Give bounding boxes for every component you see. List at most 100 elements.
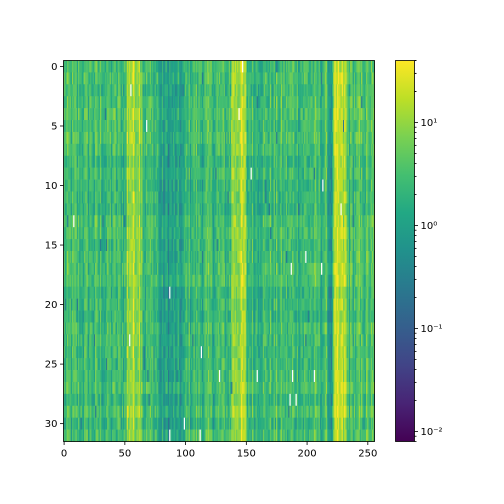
heatmap-cell bbox=[238, 84, 240, 97]
heatmap-cell bbox=[302, 120, 305, 133]
heatmap-cell bbox=[113, 251, 115, 264]
heatmap-cell bbox=[98, 72, 101, 85]
heatmap-cell bbox=[285, 108, 288, 121]
heatmap-cell bbox=[210, 251, 213, 264]
heatmap-cell bbox=[102, 143, 104, 157]
heatmap-cell bbox=[101, 72, 103, 85]
heatmap-cell bbox=[104, 215, 107, 228]
heatmap-cell bbox=[203, 131, 205, 145]
heatmap-cell bbox=[125, 108, 127, 121]
heatmap-cell bbox=[265, 131, 267, 145]
heatmap-cell bbox=[305, 155, 307, 168]
heatmap-cell bbox=[136, 60, 138, 73]
heatmap-cell bbox=[364, 251, 367, 264]
heatmap-cell bbox=[274, 227, 277, 240]
heatmap-cell bbox=[265, 262, 267, 276]
heatmap-cell bbox=[204, 84, 206, 97]
heatmap-cell bbox=[294, 143, 296, 157]
heatmap-cell bbox=[361, 227, 363, 240]
heatmap-cell bbox=[246, 60, 249, 73]
heatmap-cell bbox=[240, 131, 243, 145]
heatmap-cell bbox=[138, 143, 141, 157]
heatmap-cell bbox=[171, 131, 174, 145]
heatmap-cell bbox=[194, 155, 197, 168]
heatmap-cell bbox=[95, 251, 97, 264]
heatmap-cell bbox=[228, 143, 231, 157]
heatmap-cell bbox=[300, 131, 302, 145]
heatmap-cell bbox=[283, 96, 285, 109]
heatmap-cell bbox=[176, 72, 178, 85]
heatmap-cell bbox=[127, 108, 130, 121]
heatmap-cell bbox=[81, 262, 84, 276]
heatmap-cell bbox=[64, 179, 67, 192]
heatmap-cell bbox=[178, 60, 181, 73]
heatmap-cell bbox=[93, 84, 96, 97]
heatmap-cell bbox=[85, 167, 87, 180]
heatmap-cell bbox=[370, 84, 373, 97]
heatmap-cell bbox=[199, 203, 202, 216]
heatmap-cell bbox=[183, 286, 186, 299]
heatmap-cell bbox=[146, 96, 148, 109]
heatmap-cell bbox=[137, 120, 140, 133]
heatmap-cell bbox=[308, 179, 311, 192]
heatmap-cell bbox=[143, 274, 146, 288]
heatmap-cell bbox=[171, 167, 174, 180]
heatmap-cell bbox=[86, 167, 89, 180]
heatmap-cell bbox=[181, 72, 183, 85]
heatmap-cell bbox=[121, 215, 124, 228]
heatmap-cell bbox=[340, 96, 342, 109]
heatmap-cell bbox=[144, 60, 147, 73]
heatmap-cell bbox=[243, 155, 245, 168]
heatmap-cell bbox=[169, 120, 171, 133]
heatmap-cell bbox=[206, 262, 209, 276]
heatmap-cell bbox=[244, 72, 247, 85]
heatmap-cell bbox=[348, 60, 351, 73]
heatmap-cell bbox=[210, 274, 213, 288]
heatmap-cell bbox=[250, 262, 253, 276]
heatmap-cell bbox=[342, 108, 345, 121]
heatmap-cell bbox=[329, 274, 332, 288]
heatmap-cell bbox=[176, 251, 178, 264]
heatmap-cell bbox=[271, 274, 273, 288]
heatmap-cell bbox=[288, 108, 290, 121]
heatmap-cell bbox=[341, 108, 344, 121]
heatmap-cell bbox=[199, 143, 202, 157]
heatmap-cell bbox=[159, 227, 161, 240]
heatmap-cell bbox=[215, 191, 217, 204]
heatmap-cell bbox=[246, 96, 249, 109]
heatmap-cell bbox=[319, 179, 322, 192]
heatmap-cell bbox=[76, 239, 79, 252]
heatmap-cell bbox=[290, 60, 293, 73]
heatmap-cell bbox=[278, 131, 281, 145]
heatmap-cell bbox=[141, 167, 143, 180]
heatmap-cell bbox=[311, 72, 313, 85]
heatmap-cell bbox=[311, 96, 313, 109]
heatmap-cell bbox=[272, 251, 274, 264]
heatmap-cell bbox=[215, 120, 217, 133]
heatmap-cell bbox=[313, 274, 316, 288]
heatmap-cell bbox=[228, 60, 231, 73]
heatmap-cell bbox=[187, 286, 189, 299]
heatmap-cell bbox=[256, 155, 259, 168]
heatmap-cell bbox=[74, 191, 76, 204]
heatmap-cell bbox=[373, 120, 375, 133]
heatmap-cell bbox=[136, 179, 138, 192]
heatmap-cell bbox=[328, 120, 330, 133]
heatmap-cell bbox=[248, 251, 250, 264]
heatmap-cell bbox=[119, 84, 121, 97]
heatmap-cell bbox=[306, 251, 308, 264]
heatmap-cell bbox=[82, 227, 85, 240]
heatmap-cell bbox=[263, 131, 266, 145]
heatmap-cell bbox=[239, 167, 242, 180]
heatmap-cell bbox=[79, 96, 81, 109]
heatmap-cell bbox=[294, 215, 296, 228]
heatmap-cell bbox=[284, 227, 287, 240]
heatmap-cell bbox=[255, 191, 257, 204]
heatmap-cell bbox=[206, 155, 209, 168]
heatmap-cell bbox=[138, 120, 141, 133]
heatmap-cell bbox=[242, 96, 244, 109]
heatmap-cell bbox=[92, 262, 95, 276]
heatmap-cell bbox=[181, 251, 183, 264]
heatmap-cell bbox=[133, 155, 136, 168]
heatmap-cell bbox=[152, 203, 154, 216]
